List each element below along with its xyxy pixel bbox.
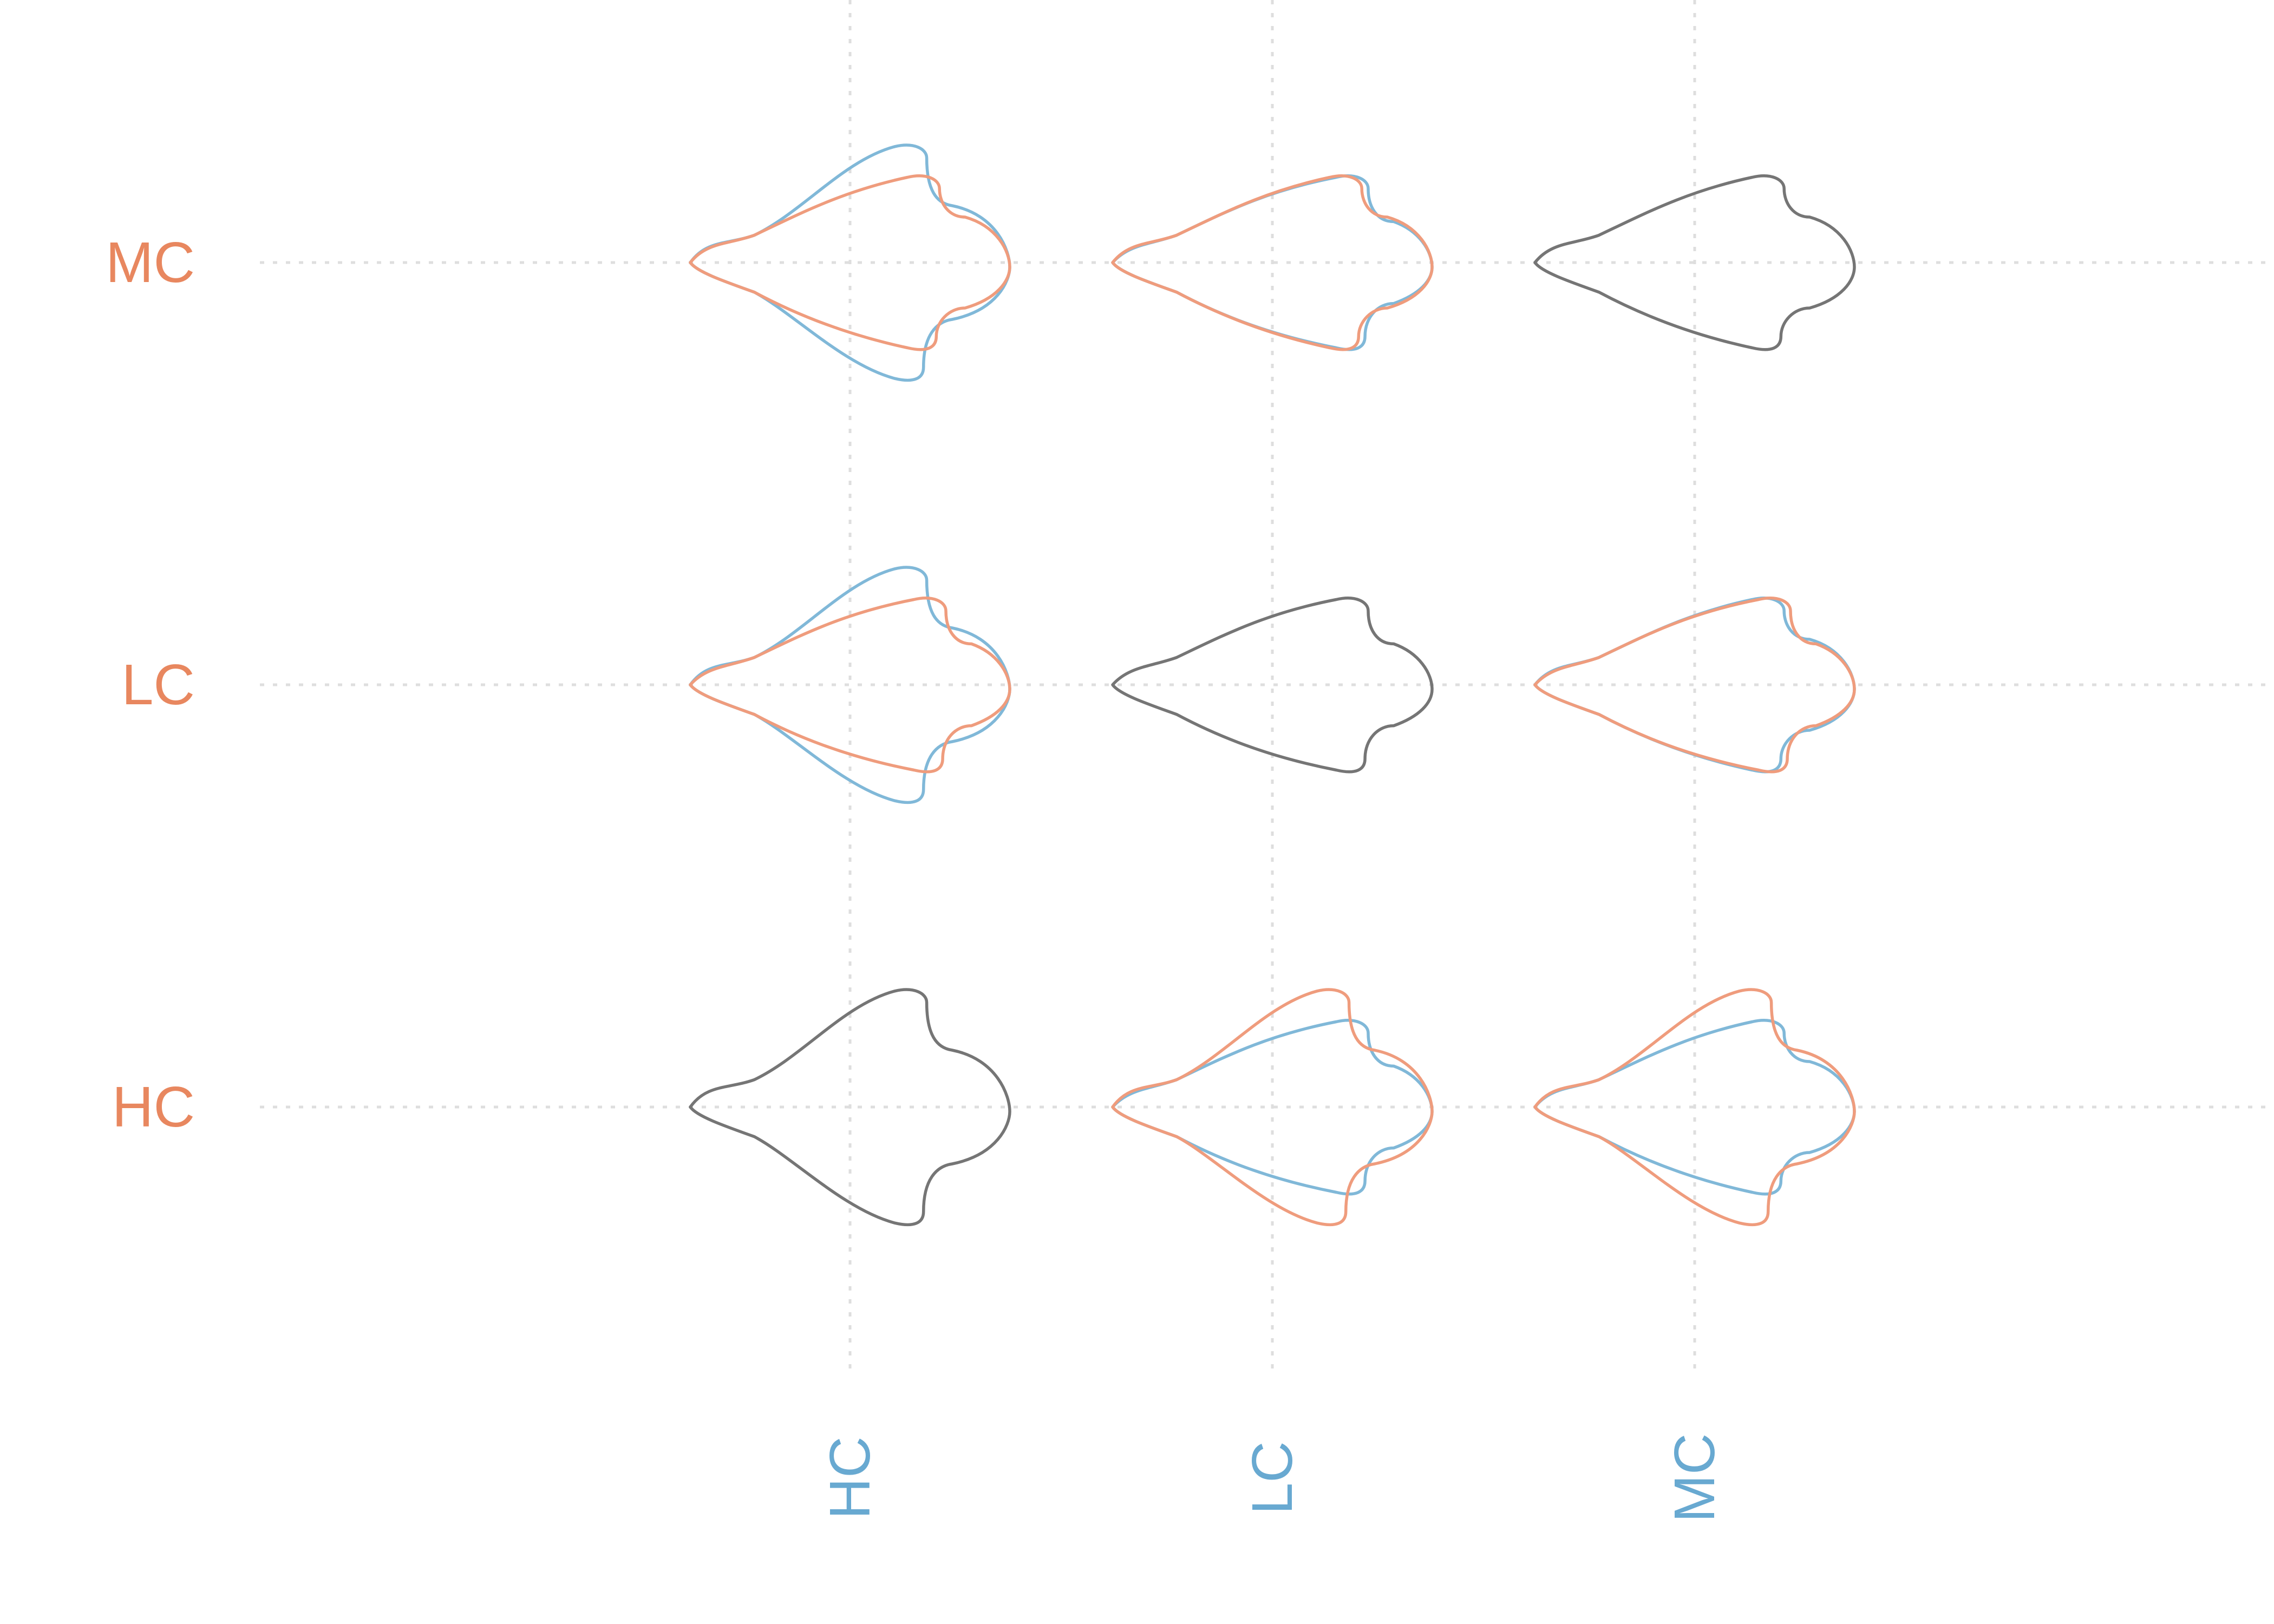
row-label-hc: HC	[112, 1075, 195, 1139]
outline-hc-lc-row	[1111, 988, 1434, 1227]
col-label-hc: HC	[818, 1436, 882, 1519]
outline-hc-hc-mean	[689, 988, 1011, 1227]
outline-lc-hc-row	[689, 597, 1011, 774]
outline-hc-mc-row	[1533, 988, 1856, 1227]
shape-outlines	[689, 143, 1856, 1227]
outline-mc-mc-mean	[1533, 174, 1856, 351]
outline-mc-lc-row	[1111, 174, 1434, 351]
outline-lc-lc-mean	[1111, 597, 1434, 774]
col-label-mc: MC	[1663, 1433, 1727, 1523]
grid	[260, 0, 2274, 1370]
outline-lc-mc-row	[1533, 597, 1856, 774]
col-label-lc: LC	[1240, 1441, 1304, 1515]
row-label-mc: MC	[106, 231, 195, 294]
axis-labels: HC LC MC HC LC MC	[106, 231, 1727, 1522]
outline-mc-hc-row	[689, 174, 1011, 351]
row-label-lc: LC	[121, 653, 195, 717]
